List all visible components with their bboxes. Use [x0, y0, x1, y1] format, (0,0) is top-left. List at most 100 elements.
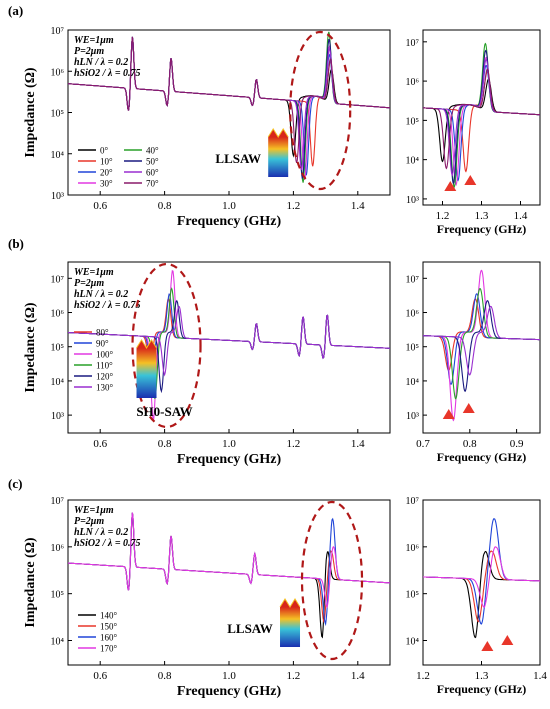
legend-label: 70°	[146, 179, 159, 189]
legend-label: 150°	[100, 622, 118, 632]
main-axis-ytick-label: 10⁵	[51, 109, 65, 120]
main-axis-xtick-label: 0.8	[158, 438, 172, 450]
legend-label: 170°	[100, 644, 118, 654]
annotation-line: WE=1μm	[74, 35, 114, 46]
zoom-axis-ytick-label: 10⁶	[406, 309, 420, 320]
main-axis-xtick-label: 1.4	[351, 438, 365, 450]
highlight-ellipse	[131, 262, 202, 429]
main-axis-ytick-label: 10⁷	[51, 26, 65, 37]
mode-shape-body	[136, 348, 157, 398]
annotation-line: P=2μm	[74, 516, 104, 527]
zoom-series-line-110°	[423, 287, 540, 400]
arrow-up-icon	[444, 181, 457, 191]
legend-label: 50°	[146, 157, 159, 167]
mode-label: LLSAW	[227, 621, 273, 636]
arrow-up-icon	[501, 635, 514, 645]
main-axis-ytick-label: 10⁵	[51, 343, 65, 354]
zoom-x-axis-label: Frequency (GHz)	[437, 450, 526, 464]
main-axis-ytick-label: 10⁴	[51, 637, 65, 648]
main-axis-ytick-label: 10⁴	[51, 150, 65, 161]
main-axis-ytick-label: 10⁶	[51, 309, 65, 320]
mode-label: SH0-SAW	[136, 404, 192, 419]
main-axis-xtick-label: 1.2	[287, 438, 301, 450]
main-axis-xtick-label: 0.6	[93, 670, 107, 682]
legend-label: 90°	[96, 339, 109, 349]
mode-shape-electrodes	[267, 128, 289, 138]
zoom-series-line-140°	[423, 550, 540, 639]
series-line-130°	[68, 305, 390, 377]
legend-label: 140°	[100, 611, 118, 621]
mode-shape-electrodes	[279, 598, 301, 608]
mode-shape-body	[280, 607, 301, 647]
main-axis-xtick-label: 1.0	[222, 200, 236, 212]
zoom-axis-frame	[422, 499, 541, 666]
arrow-up-icon	[462, 403, 475, 413]
zoom-axis-frame	[422, 261, 541, 434]
series-line-70°	[68, 36, 390, 164]
main-axis-xtick-label: 1.2	[287, 200, 301, 212]
main-axis-xtick-label: 0.8	[158, 670, 172, 682]
annotation-line: hSiO2 / λ = 0.75	[74, 538, 141, 549]
annotation-line: WE=1μm	[74, 505, 114, 516]
highlight-ellipse	[300, 500, 364, 661]
zoom-axis-ytick-label: 10⁵	[406, 116, 420, 127]
annotation-line: P=2μm	[74, 46, 104, 57]
mode-shape-image	[136, 339, 157, 398]
mode-shape-body	[268, 137, 289, 177]
zoom-axis-ytick-label: 10⁵	[406, 590, 420, 601]
zoom-axis-xtick-label: 0.7	[416, 438, 430, 450]
legend-label: 100°	[96, 350, 114, 360]
panel-label: (b)	[8, 236, 24, 251]
main-axis-xtick-label: 1.0	[222, 438, 236, 450]
main-axis-xtick-label: 0.8	[158, 200, 172, 212]
legend-label: 160°	[100, 633, 118, 643]
annotation-line: P=2μm	[74, 278, 104, 289]
panel-label: (c)	[8, 476, 22, 491]
zoom-axis-ytick-label: 10⁵	[406, 343, 420, 354]
main-axis-xtick-label: 1.4	[351, 200, 365, 212]
main-axis-ytick-label: 10⁶	[51, 543, 65, 554]
legend-label: 40°	[146, 146, 159, 156]
zoom-axis-xtick-label: 1.3	[475, 670, 489, 682]
main-axis-ytick-label: 10⁷	[51, 496, 65, 507]
zoom-series-line-30°	[423, 56, 540, 187]
zoom-axis-ytick-label: 10⁶	[406, 77, 420, 88]
zoom-axis-xtick-label: 1.4	[533, 670, 547, 682]
legend-label: 130°	[96, 383, 114, 393]
zoom-axis-xtick-label: 1.3	[475, 210, 489, 222]
annotation-line: hLN / λ = 0.2	[74, 289, 128, 300]
arrow-up-icon	[442, 409, 455, 419]
main-axis-ytick-label: 10⁴	[51, 377, 65, 388]
mode-label: LLSAW	[215, 151, 261, 166]
panel-label: (a)	[8, 3, 23, 18]
zoom-axis-xtick-label: 1.4	[514, 210, 528, 222]
arrow-up-icon	[481, 641, 494, 651]
main-axis-xtick-label: 1.2	[287, 670, 301, 682]
zoom-series-line-130°	[423, 305, 540, 376]
main-axis-ytick-label: 10⁶	[51, 67, 65, 78]
zoom-axis-xtick-label: 0.8	[463, 438, 477, 450]
main-x-axis-label: Frequency (GHz)	[177, 452, 282, 467]
shift-arrows	[442, 403, 475, 419]
zoom-axis-xtick-label: 1.2	[436, 210, 450, 222]
main-axis-frame	[67, 261, 391, 434]
main-axis-xtick-label: 1.0	[222, 670, 236, 682]
zoom-axis-ytick-label: 10⁴	[406, 637, 420, 648]
zoom-series-line-70°	[423, 68, 540, 170]
zoom-series-line-170°	[423, 546, 540, 608]
main-y-axis-label: Impedance (Ω)	[23, 67, 38, 157]
main-axis-ytick-label: 10³	[51, 191, 64, 202]
zoom-x-axis-label: Frequency (GHz)	[437, 222, 526, 236]
legend-label: 80°	[96, 328, 109, 338]
mode-shape-image	[267, 128, 289, 177]
annotation-line: hLN / λ = 0.2	[74, 57, 128, 68]
zoom-series-line-150°	[423, 550, 540, 623]
zoom-x-axis-label: Frequency (GHz)	[437, 682, 526, 696]
main-y-axis-label: Impedance (Ω)	[23, 302, 38, 392]
shift-arrows	[481, 635, 514, 651]
main-x-axis-label: Frequency (GHz)	[177, 214, 282, 229]
main-axis-ytick-label: 10⁵	[51, 590, 65, 601]
zoom-axis-ytick-label: 10⁷	[406, 274, 420, 285]
zoom-axis-ytick-label: 10³	[406, 411, 419, 422]
zoom-axis-ytick-label: 10⁷	[406, 496, 420, 507]
